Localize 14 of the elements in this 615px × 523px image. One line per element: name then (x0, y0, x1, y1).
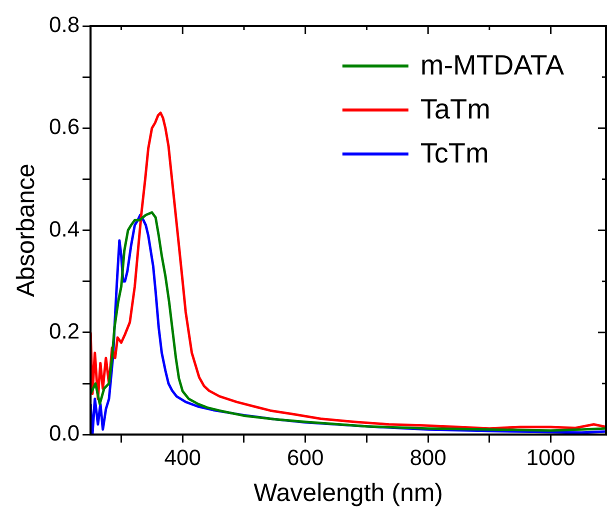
y-tick-label: 0.2 (48, 318, 80, 344)
x-tick-label: 800 (410, 444, 446, 470)
y-tick-label: 0.4 (48, 216, 80, 242)
y-tick-label: 0.8 (48, 12, 80, 38)
y-axis-title: Absorbance (12, 164, 40, 298)
y-tick-label: 0.6 (48, 114, 80, 140)
x-tick-label: 1000 (526, 444, 576, 470)
y-tick-label: 0.0 (48, 420, 80, 446)
x-tick-label: 600 (286, 444, 324, 470)
legend-label: TaTm (420, 94, 490, 125)
x-tick-label: 400 (164, 444, 201, 470)
x-axis-title: Wavelength (nm) (254, 478, 443, 507)
legend-label: TcTm (420, 138, 489, 169)
legend-label: m-MTDATA (420, 50, 564, 81)
